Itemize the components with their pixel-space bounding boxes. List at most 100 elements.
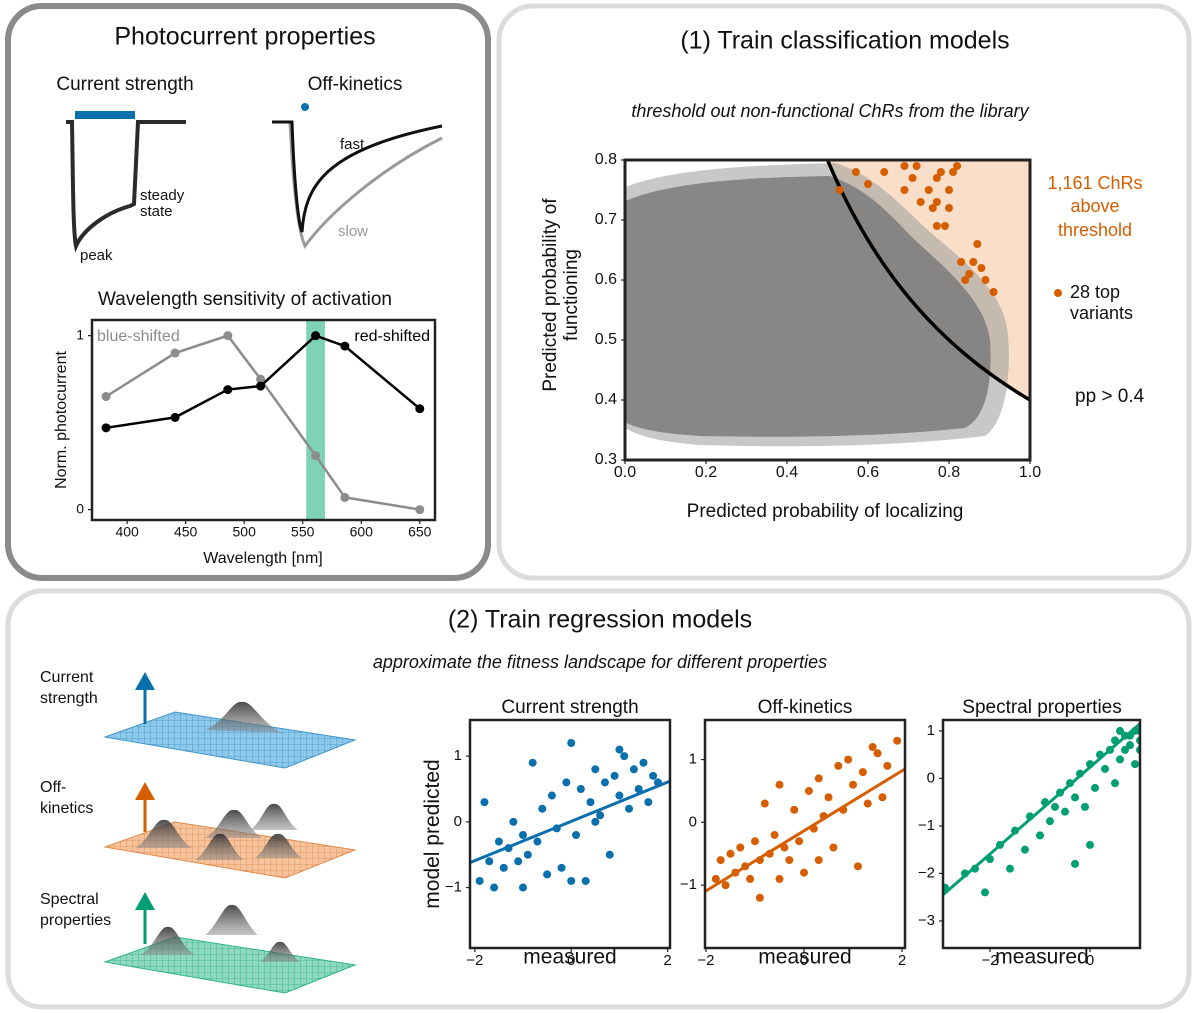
- axes-frame: [90, 318, 437, 522]
- data-point: [340, 492, 350, 502]
- data-point: [835, 186, 844, 194]
- data-point: [790, 805, 799, 814]
- data-point: [873, 749, 882, 758]
- y-tick-label: 0.8: [595, 151, 617, 168]
- y-tick-label: 0: [689, 813, 697, 830]
- data-point: [533, 837, 542, 846]
- chart-title: (1) Train classification models: [680, 27, 1009, 55]
- data-point: [223, 331, 233, 341]
- data-point: [1006, 864, 1014, 873]
- y-axis-label: model predicted: [421, 759, 445, 909]
- x-tick-label: 2: [663, 952, 671, 969]
- chart-title: Off-kinetics: [758, 697, 853, 718]
- x-tick-label: 0: [567, 952, 575, 969]
- data-point: [639, 758, 648, 767]
- data-point: [755, 893, 764, 902]
- data-point: [1131, 760, 1139, 769]
- data-point: [853, 862, 862, 871]
- data-point: [908, 174, 917, 182]
- y-tick-label: 0.3: [595, 451, 617, 468]
- data-point: [170, 348, 180, 358]
- data-point: [634, 784, 643, 793]
- data-point: [485, 857, 494, 866]
- data-point: [949, 168, 958, 176]
- trace-label: steady state: [140, 187, 185, 220]
- series-line: [105, 334, 420, 511]
- plot-area: [943, 722, 1140, 897]
- chart-subtitle: threshold out non-functional ChRs from t…: [631, 101, 1029, 121]
- data-point: [256, 374, 266, 384]
- data-point: [499, 863, 508, 872]
- plot-area: [470, 738, 670, 892]
- data-point: [519, 830, 528, 839]
- data-point: [311, 451, 321, 461]
- chart-title: Wavelength sensitivity of activation: [98, 289, 392, 310]
- data-point: [562, 778, 571, 787]
- y-tick-label: 1: [454, 747, 462, 764]
- data-point: [1101, 764, 1109, 773]
- data-point: [101, 392, 111, 402]
- data-point: [973, 240, 982, 248]
- y-axis-label: Predicted probability of functioning: [540, 198, 582, 392]
- data-point: [494, 837, 503, 846]
- y-tick-label: 0.6: [595, 271, 617, 288]
- data-point: [858, 768, 867, 777]
- data-point: [591, 817, 600, 826]
- trace-label: slow: [338, 223, 368, 240]
- data-point: [605, 850, 614, 859]
- data-point: [957, 258, 966, 266]
- fit-line: [470, 779, 670, 864]
- y-axis-label: Norm. photocurrent: [53, 351, 71, 489]
- y-tick-label: 0: [76, 500, 84, 516]
- library-cloud: [625, 176, 991, 437]
- data-point: [932, 198, 941, 206]
- y-tick-label: −3: [918, 912, 935, 929]
- y-tick-label: 0.7: [595, 211, 617, 228]
- data-point: [770, 830, 779, 839]
- data-point: [340, 341, 350, 351]
- trace-label: peak: [80, 247, 113, 264]
- data-point: [936, 168, 945, 176]
- series-label: blue-shifted: [97, 328, 180, 345]
- data-point: [1116, 726, 1124, 735]
- data-point: [223, 385, 233, 395]
- data-point: [311, 331, 321, 341]
- data-point: [615, 791, 624, 800]
- panel-frame: [5, 588, 1192, 1010]
- data-point: [834, 761, 843, 770]
- schematic-title: Current strength: [56, 74, 193, 95]
- data-point: [581, 876, 590, 885]
- data-point: [1121, 745, 1129, 754]
- data-point: [928, 204, 937, 212]
- highlight-band: [306, 320, 325, 520]
- x-axis-label: Predicted probability of localizing: [687, 501, 964, 522]
- data-point: [953, 162, 962, 170]
- series-label: red-shifted: [354, 328, 430, 345]
- data-point: [814, 774, 823, 783]
- data-point: [751, 837, 759, 846]
- x-tick-label: −2: [981, 952, 998, 969]
- data-point: [924, 186, 933, 194]
- x-tick-label: 0.6: [857, 464, 879, 481]
- fit-line: [705, 767, 905, 893]
- y-tick-label: 1: [927, 722, 935, 739]
- data-point: [736, 843, 745, 852]
- data-point: [900, 162, 909, 170]
- data-point: [514, 857, 523, 866]
- axes-frame: [941, 718, 1142, 950]
- data-point: [170, 412, 180, 422]
- y-tick-label: 0.4: [595, 391, 617, 408]
- data-point: [1116, 755, 1124, 764]
- data-point: [1086, 840, 1094, 849]
- data-point: [969, 258, 978, 266]
- data-point: [844, 755, 853, 764]
- data-point: [591, 765, 600, 774]
- data-point: [567, 738, 576, 747]
- data-point: [775, 874, 784, 883]
- data-point: [824, 793, 833, 802]
- landscape: [103, 782, 357, 879]
- data-point: [1021, 845, 1029, 854]
- data-point: [746, 874, 755, 883]
- data-point: [415, 505, 425, 515]
